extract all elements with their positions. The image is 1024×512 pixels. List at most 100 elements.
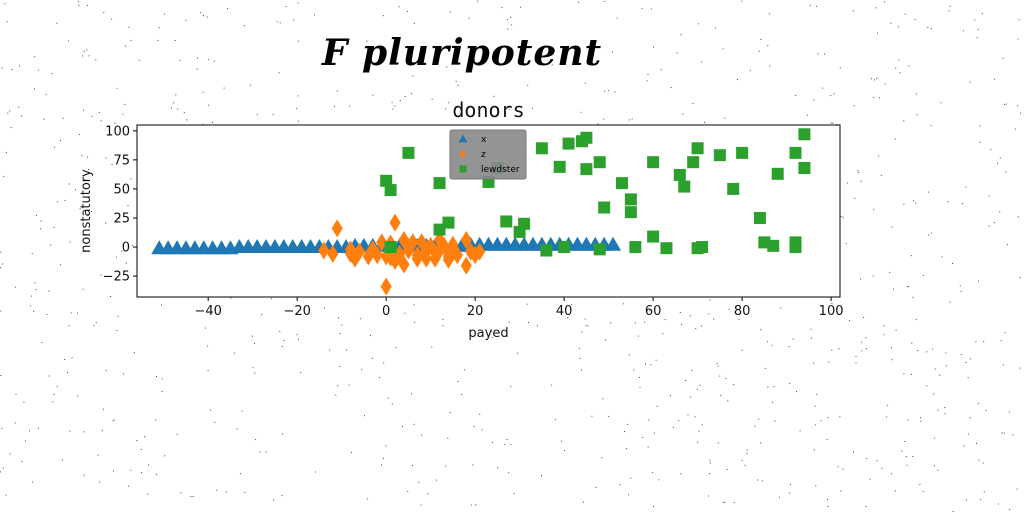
noise-dot [329, 349, 331, 351]
noise-dot [641, 8, 643, 10]
noise-dot [504, 443, 506, 445]
noise-dot [604, 90, 606, 92]
noise-dot [633, 369, 635, 371]
noise-dot [421, 434, 423, 436]
noise-dot [203, 15, 204, 17]
noise-dot [30, 305, 32, 307]
noise-dot [34, 88, 35, 90]
noise-dot [206, 16, 208, 18]
noise-dot [904, 13, 906, 15]
noise-dot [884, 1, 886, 3]
data-point-lewdster [580, 131, 593, 144]
noise-dot [0, 251, 2, 253]
x-tick-label: 80 [734, 304, 751, 319]
noise-dot [446, 66, 448, 68]
noise-dot [746, 449, 748, 451]
noise-dot [628, 494, 630, 496]
legend-marker-x [458, 134, 468, 143]
y-tick-label: 100 [105, 124, 130, 139]
data-point-lewdster [624, 193, 637, 206]
noise-dot [904, 441, 906, 442]
noise-dot [873, 97, 875, 99]
noise-dot [860, 278, 862, 280]
noise-dot [811, 337, 812, 339]
noise-dot [860, 341, 862, 343]
noise-dot [492, 116, 494, 118]
data-point-z [442, 250, 455, 269]
noise-dot [230, 297, 232, 299]
noise-dot [895, 329, 897, 331]
noise-dot [1017, 38, 1019, 40]
noise-dot [100, 120, 102, 122]
noise-dot [447, 437, 449, 439]
noise-dot [724, 501, 726, 503]
noise-dot [934, 368, 936, 370]
noise-dot [243, 25, 245, 27]
noise-dot [806, 114, 808, 116]
noise-dot [278, 72, 280, 74]
noise-dot [927, 27, 929, 28]
noise-dot [687, 414, 689, 416]
noise-dot [733, 384, 735, 386]
noise-dot [1019, 367, 1021, 369]
x-tick-label: 40 [556, 304, 573, 319]
noise-dot [35, 214, 37, 216]
noise-dot [113, 419, 115, 421]
y-tick-label: −25 [103, 270, 130, 285]
noise-dot [970, 358, 972, 360]
noise-dot [1003, 432, 1005, 434]
noise-dot [983, 341, 985, 343]
noise-dot [473, 426, 475, 428]
noise-dot [653, 46, 654, 48]
noise-dot [789, 484, 791, 486]
noise-dot [601, 457, 603, 459]
noise-dot [236, 428, 238, 430]
noise-dot [831, 302, 833, 304]
noise-dot [670, 87, 672, 89]
noise-dot [585, 324, 587, 326]
noise-dot [297, 2, 299, 4]
noise-dot [239, 473, 241, 475]
noise-dot [251, 335, 253, 337]
noise-dot [314, 14, 315, 16]
noise-dot [773, 386, 775, 387]
noise-dot [842, 468, 844, 470]
noise-dot [513, 492, 515, 494]
noise-dot [877, 32, 878, 34]
noise-dot [653, 432, 655, 434]
noise-dot [894, 138, 896, 140]
noise-dot [50, 244, 52, 246]
noise-dot [83, 474, 85, 476]
noise-dot [52, 401, 54, 403]
data-point-lewdster [798, 128, 811, 141]
noise-dot [842, 217, 844, 219]
noise-dot [117, 315, 119, 317]
noise-dot [720, 395, 722, 397]
x-tick-label: −40 [194, 304, 221, 319]
noise-dot [122, 373, 124, 375]
noise-dot [395, 347, 397, 349]
data-point-z [353, 242, 366, 261]
data-point-lewdster [442, 216, 455, 229]
noise-dot [709, 459, 711, 461]
noise-dot [969, 81, 971, 83]
noise-dot [680, 34, 682, 36]
noise-dot [869, 478, 871, 480]
noise-dot [846, 182, 848, 184]
noise-dot [157, 39, 159, 41]
noise-dot [579, 358, 581, 360]
noise-dot [83, 109, 84, 111]
noise-dot [21, 460, 23, 462]
noise-dot [67, 40, 69, 42]
noise-dot [469, 51, 471, 53]
noise-dot [1000, 340, 1002, 342]
noise-dot [833, 93, 835, 95]
noise-dot [691, 370, 693, 372]
noise-dot [212, 121, 213, 123]
legend-label-lewdster: lewdster [481, 165, 520, 175]
noise-dot [890, 22, 892, 24]
noise-dot [130, 39, 132, 41]
noise-dot [225, 491, 227, 493]
data-point-z [376, 233, 388, 252]
noise-dot [114, 122, 116, 124]
